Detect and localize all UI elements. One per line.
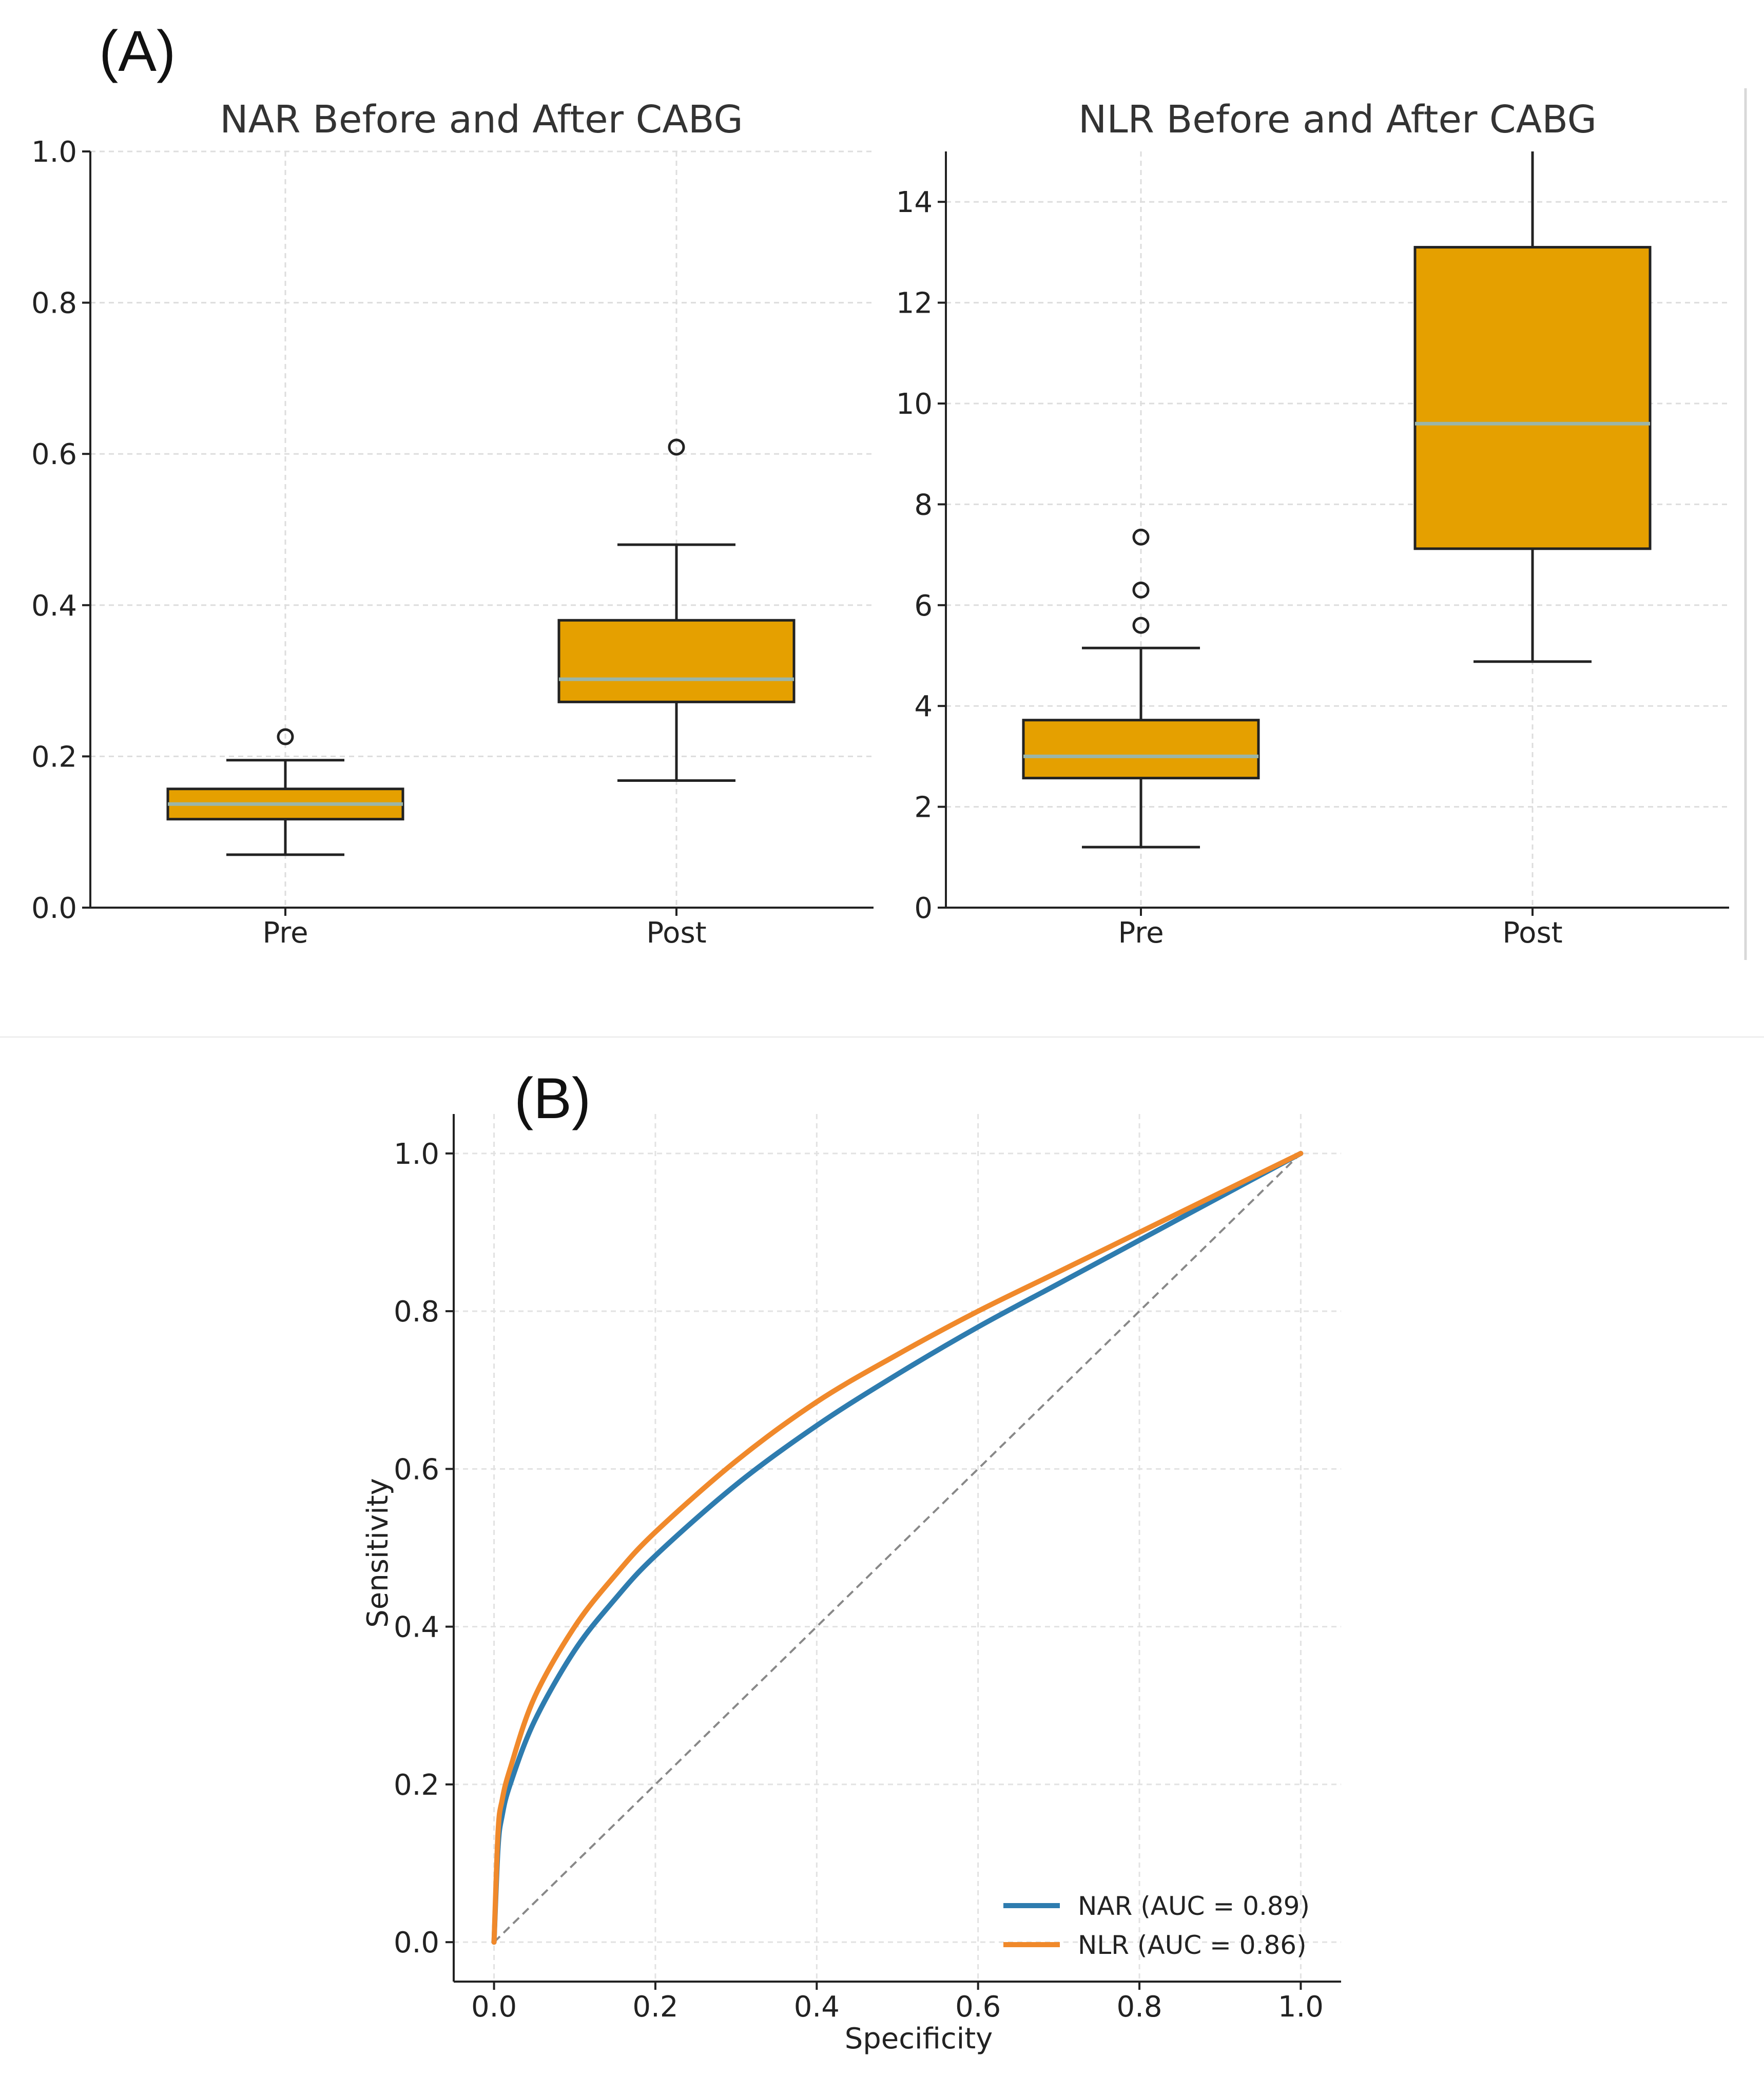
nar-boxplot-chart: NAR Before and After CABG 0.00.20.40.60.… [31,98,874,950]
roc-curve-nar [491,1150,1304,1945]
roc-x-axis-label: Specificity [845,2022,993,2056]
panel-b-label: (B) [514,1066,591,1130]
roc-ytick-label: 0.6 [394,1453,439,1486]
nar-ytick-label: 1.0 [31,136,77,169]
nar-outlier-point [277,728,294,745]
roc-xtick-label: 0.6 [955,1990,1001,2024]
nlr-ytick-label: 6 [914,589,933,623]
nar-ytick-label: 0.2 [31,740,77,774]
nlr-chart-title: NLR Before and After CABG [1078,98,1597,142]
roc-xtick-label: 0.4 [794,1990,840,2024]
roc-legend-label: NAR (AUC = 0.89) [1078,1891,1310,1921]
nar-xtick-label-pre: Pre [262,916,308,950]
roc-ytick-label: 0.0 [394,1926,439,1960]
roc-legend-label: NLR (AUC = 0.86) [1078,1930,1307,1960]
nlr-outlier-point [1132,581,1150,599]
nlr-outlier-point [1132,617,1150,634]
roc-chart: 0.0 0.2 0.4 0.6 0.8 1.0 0.0 0.2 0.4 0.6 0.8 1.0 Spe… [361,1114,1341,2056]
roc-ytick-label: 0.8 [394,1295,439,1329]
roc-curve-nlr [491,1150,1304,1945]
roc-xtick-label: 0.2 [632,1990,678,2024]
roc-y-axis-label: Sensitivity [361,1478,395,1628]
panel-a-label: (A) [99,19,176,83]
nar-chart-title: NAR Before and After CABG [220,98,743,142]
nar-outlier-point [668,438,685,456]
nlr-outlier-point [1132,528,1150,546]
nar-iqr-box [557,619,796,703]
roc-ytick-label: 1.0 [394,1138,439,1171]
nar-xtick-label-post: Post [646,916,706,950]
nlr-xtick-label-post: Post [1502,916,1562,950]
nlr-ytick-label: 10 [896,388,933,421]
nlr-axes: 0 2 4 6 8 10 12 14 Pre Post [896,151,1729,950]
nar-ytick-label: 0.4 [31,589,77,623]
nlr-ytick-label: 12 [896,287,933,320]
nlr-ytick-label: 2 [914,791,933,824]
nlr-boxes [1022,151,1652,849]
roc-ytick-label: 0.4 [394,1611,439,1644]
roc-ytick-label: 0.2 [394,1769,439,1802]
roc-curves [491,1150,1304,1945]
nlr-box-post [1413,151,1652,663]
nar-box-pre [166,728,404,856]
nar-box-post [557,438,796,782]
roc-grid [454,1114,1341,1982]
roc-xtick-label: 0.8 [1117,1990,1162,2024]
nlr-ytick-label: 0 [914,892,933,925]
nar-ytick-label: 0.0 [31,892,77,925]
nlr-xtick-label-pre: Pre [1118,916,1164,950]
nar-axes: 0.0 0.2 0.4 0.6 0.8 1.0 Pre Post [31,136,874,950]
nar-ytick-label: 0.6 [31,438,77,471]
nlr-box-pre [1022,528,1260,849]
roc-reference-line [493,1153,1302,1943]
nar-ytick-label: 0.8 [31,287,77,320]
nlr-iqr-box [1413,246,1652,550]
nlr-ytick-label: 8 [914,488,933,522]
nlr-iqr-box [1022,719,1260,780]
nlr-ytick-label: 14 [896,186,933,219]
roc-legend-entry-nlr: NLR (AUC = 0.86) [1003,1930,1307,1960]
roc-xtick-label: 1.0 [1278,1990,1324,2024]
nlr-boxplot-chart: NLR Before and After CABG 0 2 4 6 8 10 12 14 Pre… [896,98,1729,950]
nar-boxes [166,438,796,856]
roc-legend: NAR (AUC = 0.89) NLR (AUC = 0.86) [1003,1891,1310,1960]
nlr-ytick-label: 4 [914,690,933,723]
roc-legend-entry-nar: NAR (AUC = 0.89) [1003,1891,1310,1921]
roc-xtick-label: 0.0 [471,1990,517,2024]
roc-axes: 0.0 0.2 0.4 0.6 0.8 1.0 0.0 0.2 0.4 0.6 0.8 1.0 [394,1114,1341,2024]
